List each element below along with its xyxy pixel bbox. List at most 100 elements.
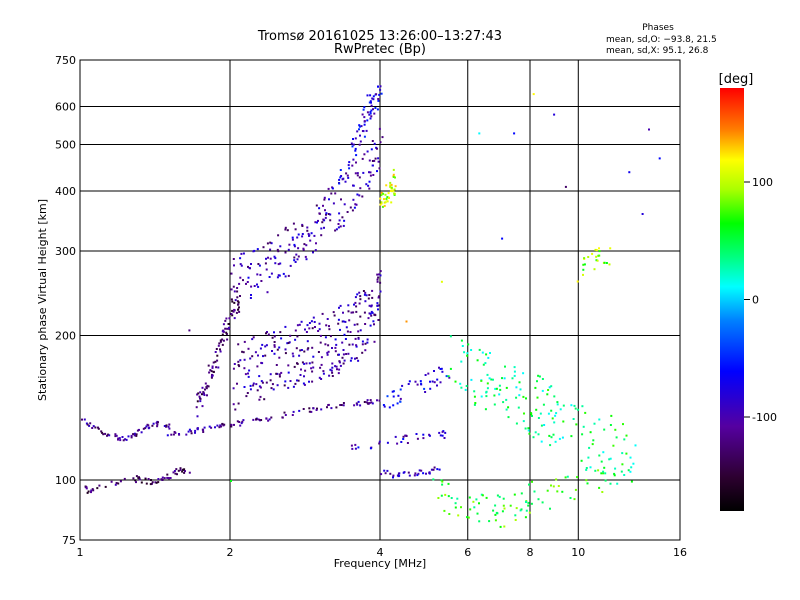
echo-point bbox=[376, 147, 378, 150]
echo-point bbox=[365, 401, 368, 404]
echo-point bbox=[525, 397, 527, 400]
echo-point bbox=[243, 358, 246, 361]
echo-point bbox=[214, 351, 217, 353]
echo-point bbox=[292, 410, 295, 413]
echo-point bbox=[356, 130, 359, 133]
colorbar bbox=[720, 88, 744, 511]
echo-point bbox=[499, 525, 502, 528]
echo-point bbox=[296, 379, 298, 382]
echo-point bbox=[346, 174, 349, 177]
echo-point bbox=[259, 419, 262, 421]
echo-point bbox=[318, 207, 321, 210]
echo-point bbox=[233, 290, 236, 293]
echo-points bbox=[81, 85, 661, 528]
echo-point bbox=[310, 367, 313, 370]
echo-point bbox=[550, 409, 553, 412]
echo-point bbox=[532, 93, 535, 96]
echo-point bbox=[293, 365, 296, 368]
echo-point bbox=[260, 280, 263, 282]
echo-point bbox=[465, 385, 468, 387]
echo-point bbox=[303, 243, 306, 246]
chart-subtitle: RwPretec (Bp) bbox=[334, 42, 426, 57]
echo-point bbox=[519, 388, 522, 391]
echo-point bbox=[133, 434, 136, 437]
echo-point bbox=[370, 148, 373, 151]
echo-point bbox=[301, 235, 304, 238]
x-tick-label: 1 bbox=[77, 546, 84, 559]
echo-point bbox=[269, 241, 272, 244]
echo-point bbox=[394, 435, 397, 438]
echo-point bbox=[379, 197, 382, 200]
echo-point bbox=[266, 291, 269, 294]
echo-point bbox=[275, 372, 278, 375]
echo-point bbox=[144, 427, 147, 430]
echo-point bbox=[240, 422, 243, 425]
echo-point bbox=[328, 198, 330, 201]
echo-point bbox=[570, 435, 573, 438]
echo-point bbox=[237, 360, 240, 363]
echo-point bbox=[254, 351, 257, 354]
echo-point bbox=[326, 406, 328, 409]
echo-point bbox=[318, 322, 321, 325]
echo-point bbox=[328, 328, 331, 331]
echo-point bbox=[382, 192, 385, 195]
echo-point bbox=[147, 478, 150, 480]
echo-point bbox=[330, 369, 333, 372]
echo-point bbox=[240, 264, 243, 267]
echo-point bbox=[356, 323, 359, 326]
echo-point bbox=[592, 439, 595, 442]
echo-point bbox=[238, 306, 240, 309]
echo-point bbox=[437, 497, 440, 499]
echo-point bbox=[351, 209, 354, 212]
echo-point bbox=[604, 479, 607, 482]
echo-point bbox=[210, 375, 213, 378]
echo-point bbox=[197, 392, 200, 395]
echo-point bbox=[378, 399, 381, 402]
echo-point bbox=[629, 470, 632, 473]
echo-point bbox=[161, 478, 164, 481]
echo-point bbox=[334, 346, 337, 349]
echo-point bbox=[127, 435, 130, 438]
echo-point bbox=[86, 423, 89, 426]
echo-point bbox=[371, 160, 374, 162]
echo-point bbox=[306, 340, 309, 343]
echo-point bbox=[297, 255, 300, 258]
echo-point bbox=[85, 422, 88, 425]
echo-point bbox=[335, 406, 338, 409]
echo-point bbox=[261, 343, 264, 346]
echo-point bbox=[356, 193, 359, 196]
echo-point bbox=[543, 424, 546, 426]
echo-point bbox=[342, 353, 345, 356]
echo-point bbox=[378, 93, 381, 96]
echo-point bbox=[151, 481, 154, 484]
echo-point bbox=[219, 348, 221, 351]
colorbar-tick-label: 0 bbox=[752, 294, 759, 307]
echo-point bbox=[527, 427, 530, 430]
echo-point bbox=[432, 478, 435, 481]
echo-point bbox=[255, 383, 258, 386]
echo-point bbox=[104, 485, 107, 488]
echo-point bbox=[302, 248, 305, 251]
echo-point bbox=[501, 237, 504, 240]
echo-point bbox=[478, 520, 481, 523]
echo-point bbox=[257, 263, 260, 265]
echo-point bbox=[338, 306, 340, 309]
echo-point bbox=[257, 418, 260, 421]
echo-point bbox=[553, 395, 556, 398]
echo-point bbox=[334, 350, 337, 353]
echo-point bbox=[373, 112, 376, 115]
echo-point bbox=[329, 213, 332, 216]
echo-point bbox=[297, 233, 300, 236]
echo-point bbox=[502, 504, 505, 507]
echo-point bbox=[136, 429, 139, 432]
echo-point bbox=[214, 360, 217, 363]
echo-point bbox=[284, 251, 287, 254]
echo-point bbox=[389, 472, 392, 475]
echo-point bbox=[402, 438, 405, 440]
echo-point bbox=[367, 402, 370, 405]
echo-point bbox=[342, 404, 345, 407]
echo-point bbox=[575, 423, 578, 426]
echo-point bbox=[318, 328, 321, 331]
echo-point bbox=[540, 440, 543, 443]
echo-point bbox=[365, 183, 368, 186]
